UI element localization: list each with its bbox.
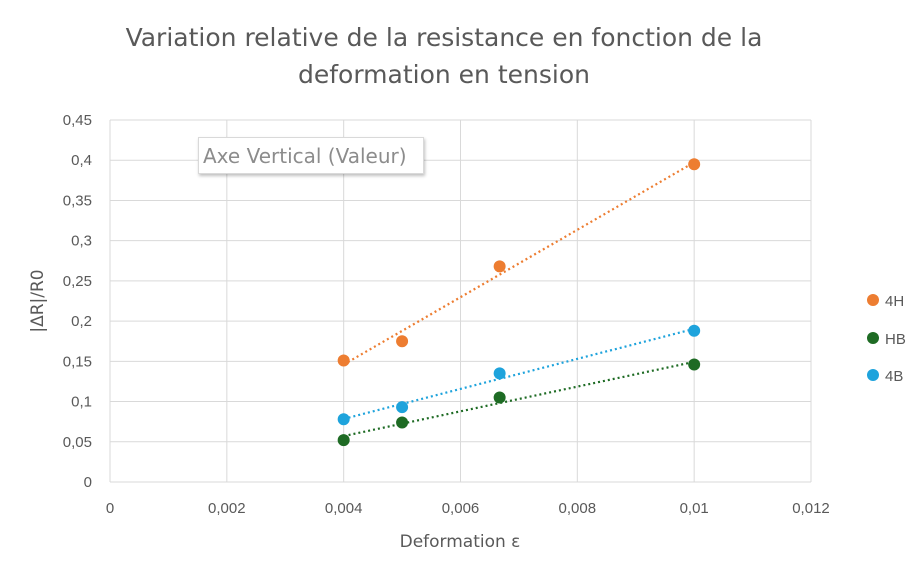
chart-title-line-2: deformation en tension [298,60,590,89]
x-tick-label: 0,004 [325,500,363,517]
y-tick-label: 0,4 [71,152,92,169]
legend-label-hb: HB [885,331,906,348]
point-4b[interactable] [688,324,701,337]
trendline-4h [343,161,695,366]
point-4h[interactable] [493,260,506,273]
legend-label-4b: 4B [885,368,903,385]
x-axis-ticks: 0 0,002 0,004 0,006 0,008 0,01 0,012 [106,500,830,517]
point-4h[interactable] [688,158,701,171]
point-4h[interactable] [396,335,409,348]
y-tick-label: 0,15 [63,353,92,370]
y-tick-label: 0,35 [63,192,92,209]
legend[interactable]: 4H HB 4B [867,293,906,385]
legend-marker-4h [867,294,879,306]
point-hb[interactable] [337,434,350,447]
y-tick-label: 0,2 [71,313,92,330]
y-tick-label: 0,3 [71,233,92,250]
x-tick-label: 0,008 [559,500,597,517]
chart-title-line-1: Variation relative de la resistance en f… [126,23,763,52]
point-4b[interactable] [396,401,409,414]
y-tick-label: 0 [84,474,92,491]
point-hb[interactable] [493,391,506,404]
x-tick-label: 0,006 [442,500,480,517]
point-hb[interactable] [688,358,701,371]
point-4b[interactable] [493,367,506,380]
x-tick-label: 0,012 [792,500,830,517]
legend-label-4h: 4H [885,293,904,310]
y-tick-label: 0,1 [71,394,92,411]
axis-tooltip: Axe Vertical (Valeur) [198,137,424,174]
y-tick-label: 0,45 [63,112,92,129]
x-axis-title: Deformation ε [400,532,521,552]
y-tick-label: 0,05 [63,434,92,451]
legend-marker-4b [867,369,879,381]
trendlines [343,161,695,438]
point-hb[interactable] [396,416,409,429]
grid [109,119,812,483]
y-tick-label: 0,25 [63,273,92,290]
x-tick-label: 0 [106,500,114,517]
data-points [337,158,701,447]
legend-marker-hb [867,332,879,344]
point-4b[interactable] [337,413,350,426]
x-tick-label: 0,002 [208,500,246,517]
y-axis-title: |ΔR|/R0 [28,269,48,332]
y-axis-ticks: 0 0,05 0,1 0,15 0,2 0,25 0,3 0,35 0,4 0,45 [63,112,92,491]
point-4h[interactable] [337,354,350,367]
x-tick-label: 0,01 [680,500,709,517]
